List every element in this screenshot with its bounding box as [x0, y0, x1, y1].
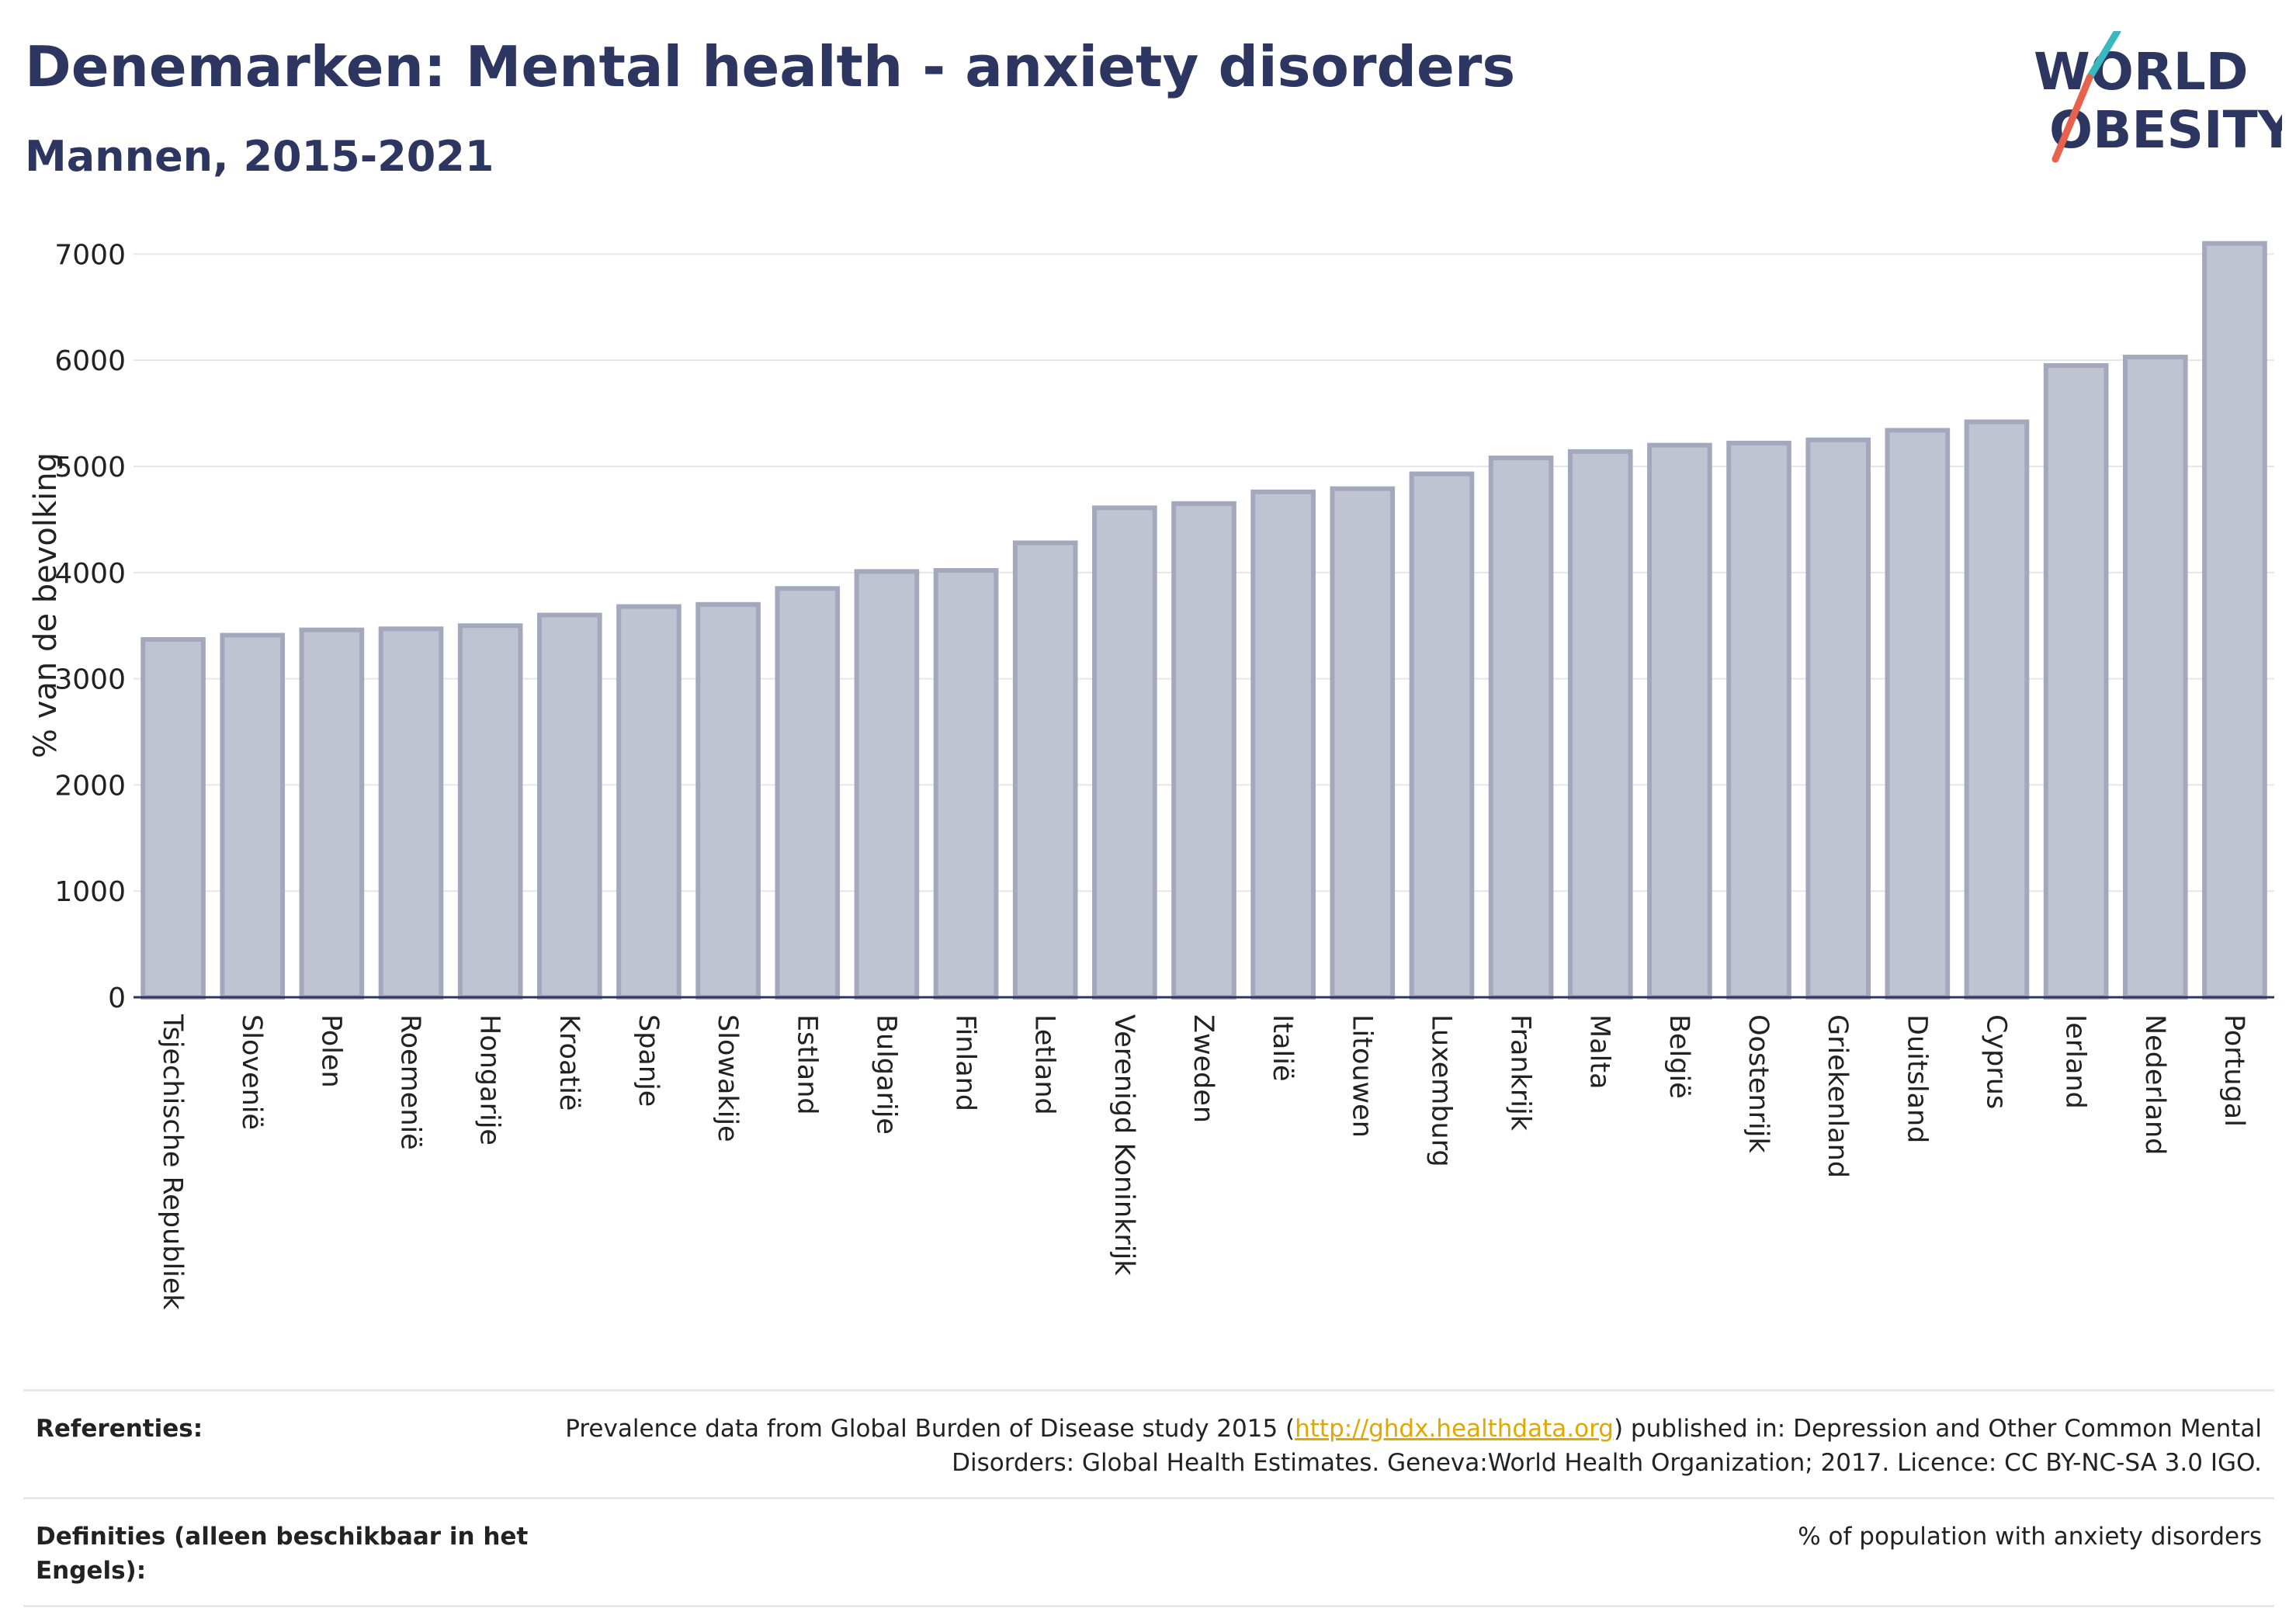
- x-tick-label: Frankrijk: [1505, 1014, 1536, 1132]
- x-tick-label: Oostenrijk: [1743, 1014, 1774, 1153]
- y-tick-label: 7000: [54, 239, 126, 271]
- x-tick-label: Luxemburg: [1425, 1014, 1456, 1167]
- bar: [1885, 428, 1951, 1000]
- y-tick-label: 6000: [54, 345, 126, 377]
- bar: [1409, 471, 1475, 1000]
- y-tick-label: 3000: [54, 664, 126, 696]
- x-tick-label: Griekenland: [1822, 1014, 1853, 1178]
- y-tick-label: 4000: [54, 558, 126, 590]
- y-tick-label: 0: [108, 983, 126, 1014]
- bar: [854, 569, 920, 1000]
- bar: [378, 626, 444, 1000]
- bar: [616, 604, 682, 1000]
- chart-title: Denemarken: Mental health - anxiety diso…: [25, 34, 1516, 99]
- bar: [1012, 540, 1078, 1000]
- logo-slash-teal: [2086, 31, 2121, 81]
- x-tick-label: België: [1663, 1014, 1694, 1099]
- x-tick-label: Malta: [1584, 1014, 1615, 1090]
- bar: [1805, 437, 1871, 1000]
- x-tick-label: Zweden: [1188, 1014, 1219, 1123]
- x-tick-label: Ierland: [2060, 1014, 2091, 1109]
- logo-slash-red: [2051, 74, 2093, 163]
- world-obesity-logo: WORLD OBESITY: [2034, 31, 2282, 163]
- bar: [2202, 241, 2267, 1000]
- definitions-label: Definities (alleen beschikbaar in het En…: [36, 1523, 529, 1585]
- definitions-row: Definities (alleen beschikbaar in het En…: [23, 1497, 2274, 1607]
- x-tick-label: Nederland: [2139, 1014, 2170, 1155]
- y-tick-label: 5000: [54, 452, 126, 483]
- references-text-before: Prevalence data from Global Burden of Di…: [565, 1415, 1295, 1443]
- logo-line2: OBESITY: [2049, 100, 2282, 160]
- logo-line1: WORLD: [2034, 42, 2249, 102]
- y-tick-label: 2000: [54, 770, 126, 802]
- y-axis-ticks: 0 1000 2000 3000 4000 5000 6000 7000: [54, 239, 126, 1014]
- chart-subtitle: Mannen, 2015-2021: [25, 132, 494, 181]
- bar: [775, 586, 841, 1000]
- x-tick-label: Kroatië: [553, 1014, 584, 1111]
- y-axis-label: % van de bevolking: [28, 452, 64, 758]
- x-tick-label: Verenigd Koninkrijk: [1108, 1014, 1139, 1276]
- x-tick-label: Slowakije: [712, 1014, 743, 1142]
- y-tick-label: 1000: [54, 876, 126, 908]
- bar: [1171, 501, 1236, 1000]
- x-tick-label: Portugal: [2218, 1014, 2249, 1127]
- bar: [1964, 419, 2030, 1000]
- bar: [1647, 442, 1712, 1000]
- references-row: Referenties: Prevalence data from Global…: [23, 1389, 2274, 1497]
- bar: [2043, 363, 2109, 1000]
- bar: [1567, 449, 1633, 1000]
- bar: [299, 627, 365, 1000]
- references-link[interactable]: http://ghdx.healthdata.org: [1295, 1415, 1614, 1443]
- x-tick-label: Litouwen: [1346, 1014, 1377, 1138]
- bar: [1092, 505, 1157, 1000]
- x-axis-ticks: Tsjechische Republiek Slovenië Polen Roemen…: [157, 1014, 2249, 1310]
- x-tick-label: Duitsland: [1901, 1014, 1932, 1143]
- x-tick-label: Finland: [950, 1014, 981, 1111]
- x-tick-label: Spanje: [633, 1014, 664, 1107]
- references-table: Referenties: Prevalence data from Global…: [23, 1389, 2274, 1607]
- x-tick-label: Letland: [1029, 1014, 1060, 1115]
- bar: [140, 636, 206, 1000]
- x-tick-label: Estland: [791, 1014, 822, 1115]
- x-tick-label: Roemenië: [395, 1014, 426, 1150]
- bars: [140, 241, 2267, 1000]
- bar: [1250, 489, 1316, 1000]
- bar: [1330, 486, 1396, 1000]
- bar: [695, 601, 761, 1000]
- references-text-after: ) published in: Depression and Other Com…: [952, 1415, 2262, 1477]
- bar: [2122, 355, 2188, 1000]
- bar: [220, 633, 286, 1000]
- x-tick-label: Tsjechische Republiek: [157, 1014, 188, 1310]
- references-text: Prevalence data from Global Burden of Di…: [532, 1412, 2262, 1480]
- bar: [1488, 456, 1554, 1000]
- definitions-text: % of population with anxiety disorders: [1798, 1523, 2262, 1551]
- bar-chart: 0 1000 2000 3000 4000 5000 6000 7000 Tsjechisch…: [28, 239, 2274, 1310]
- x-tick-label: Polen: [315, 1014, 346, 1088]
- bar: [457, 623, 523, 1000]
- references-label: Referenties:: [36, 1415, 203, 1443]
- bar: [1726, 440, 1791, 1000]
- x-tick-label: Hongarije: [474, 1014, 505, 1145]
- x-tick-label: Slovenië: [236, 1014, 267, 1130]
- x-tick-label: Cyprus: [1980, 1014, 2011, 1109]
- bar: [536, 612, 602, 1000]
- x-tick-label: Italië: [1267, 1014, 1298, 1081]
- x-tick-label: Bulgarije: [870, 1014, 901, 1135]
- bar: [933, 568, 999, 1000]
